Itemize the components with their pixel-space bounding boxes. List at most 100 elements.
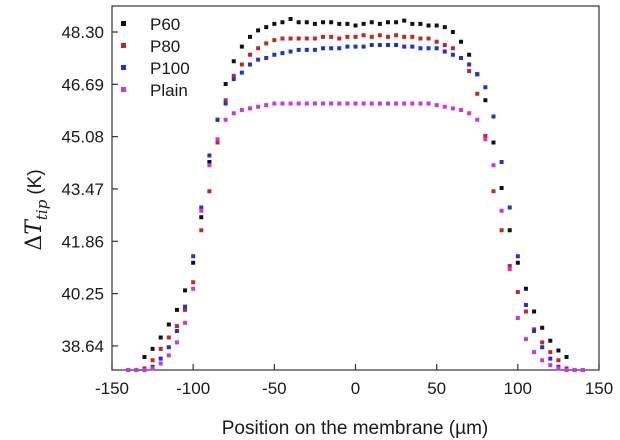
- data-point: [507, 267, 512, 272]
- data-point: [556, 348, 561, 353]
- data-point: [272, 101, 277, 106]
- data-point: [174, 340, 179, 345]
- data-point: [450, 46, 455, 51]
- data-point: [499, 228, 504, 233]
- legend-label: P80: [150, 37, 180, 56]
- data-point: [483, 85, 488, 90]
- data-point: [280, 36, 285, 41]
- data-point: [142, 355, 147, 359]
- data-point: [459, 56, 464, 60]
- data-point: [247, 34, 252, 39]
- data-point: [418, 36, 423, 41]
- data-point: [369, 34, 374, 39]
- y-tick-label: 45.08: [61, 128, 104, 147]
- legend-label: P100: [150, 59, 190, 78]
- data-point: [369, 101, 374, 106]
- data-point: [556, 358, 561, 363]
- data-point: [483, 137, 488, 142]
- data-point: [377, 43, 382, 47]
- data-point: [394, 43, 399, 47]
- x-axis: -150 -100 -50 0 50 100 150: [95, 364, 613, 398]
- data-point: [191, 286, 196, 291]
- data-point: [191, 280, 196, 285]
- data-point: [385, 20, 390, 25]
- data-point: [369, 20, 374, 25]
- data-point: [475, 72, 480, 77]
- data-point: [288, 49, 293, 54]
- data-point: [207, 163, 212, 168]
- data-points: [126, 17, 585, 372]
- data-point: [312, 47, 317, 52]
- data-point: [256, 57, 261, 62]
- data-point: [402, 101, 407, 106]
- data-point: [369, 43, 374, 47]
- data-point: [174, 329, 179, 333]
- data-point: [507, 228, 512, 233]
- data-point: [126, 368, 131, 372]
- data-point: [215, 140, 220, 145]
- data-point: [321, 46, 326, 51]
- data-point: [239, 44, 244, 49]
- data-point: [280, 51, 285, 56]
- data-point: [191, 254, 196, 259]
- data-point: [199, 208, 204, 213]
- data-point: [556, 366, 561, 371]
- series-p80: [142, 33, 569, 371]
- y-axis-title-symbol: T: [22, 218, 47, 235]
- data-point: [483, 134, 488, 138]
- data-point: [459, 39, 464, 44]
- data-point: [532, 350, 537, 355]
- data-point: [580, 368, 585, 372]
- data-point: [337, 36, 342, 41]
- data-point: [256, 28, 261, 33]
- data-point: [467, 111, 472, 116]
- x-tick-label: 100: [504, 379, 532, 398]
- data-point: [256, 46, 261, 51]
- data-point: [166, 335, 171, 340]
- data-point: [394, 101, 399, 106]
- data-point: [280, 20, 285, 25]
- data-point: [231, 111, 236, 116]
- data-point: [304, 47, 309, 52]
- data-point: [256, 104, 261, 109]
- data-point: [353, 23, 358, 28]
- data-point: [312, 21, 317, 26]
- y-tick-label: 46.69: [61, 75, 104, 94]
- data-point: [329, 34, 334, 39]
- data-point: [353, 44, 358, 49]
- x-tick-label: -50: [262, 379, 287, 398]
- data-point: [345, 21, 350, 26]
- data-point: [191, 260, 196, 265]
- data-point: [199, 215, 204, 220]
- data-point: [304, 20, 309, 25]
- data-point: [564, 368, 569, 372]
- data-point: [377, 21, 382, 26]
- data-point: [394, 20, 399, 25]
- data-point: [499, 186, 504, 190]
- data-point: [540, 340, 545, 345]
- x-tick-label: 50: [427, 379, 446, 398]
- data-point: [223, 98, 228, 103]
- data-point: [467, 69, 472, 73]
- data-point: [223, 117, 228, 122]
- data-point: [345, 101, 350, 106]
- data-point: [475, 91, 480, 96]
- data-point: [321, 20, 326, 25]
- data-point: [426, 101, 431, 106]
- data-point: [272, 38, 277, 43]
- data-point: [475, 117, 480, 122]
- data-point: [532, 329, 537, 333]
- data-point: [377, 101, 382, 106]
- data-point: [174, 324, 179, 329]
- data-point: [150, 358, 155, 363]
- data-point: [264, 41, 269, 46]
- data-point: [548, 350, 553, 355]
- data-point: [402, 34, 407, 39]
- data-point: [442, 25, 447, 30]
- series-p60: [142, 17, 569, 359]
- data-point: [418, 46, 423, 51]
- data-point: [247, 62, 252, 67]
- data-point: [548, 363, 553, 368]
- data-point: [183, 307, 188, 312]
- data-point: [410, 101, 415, 106]
